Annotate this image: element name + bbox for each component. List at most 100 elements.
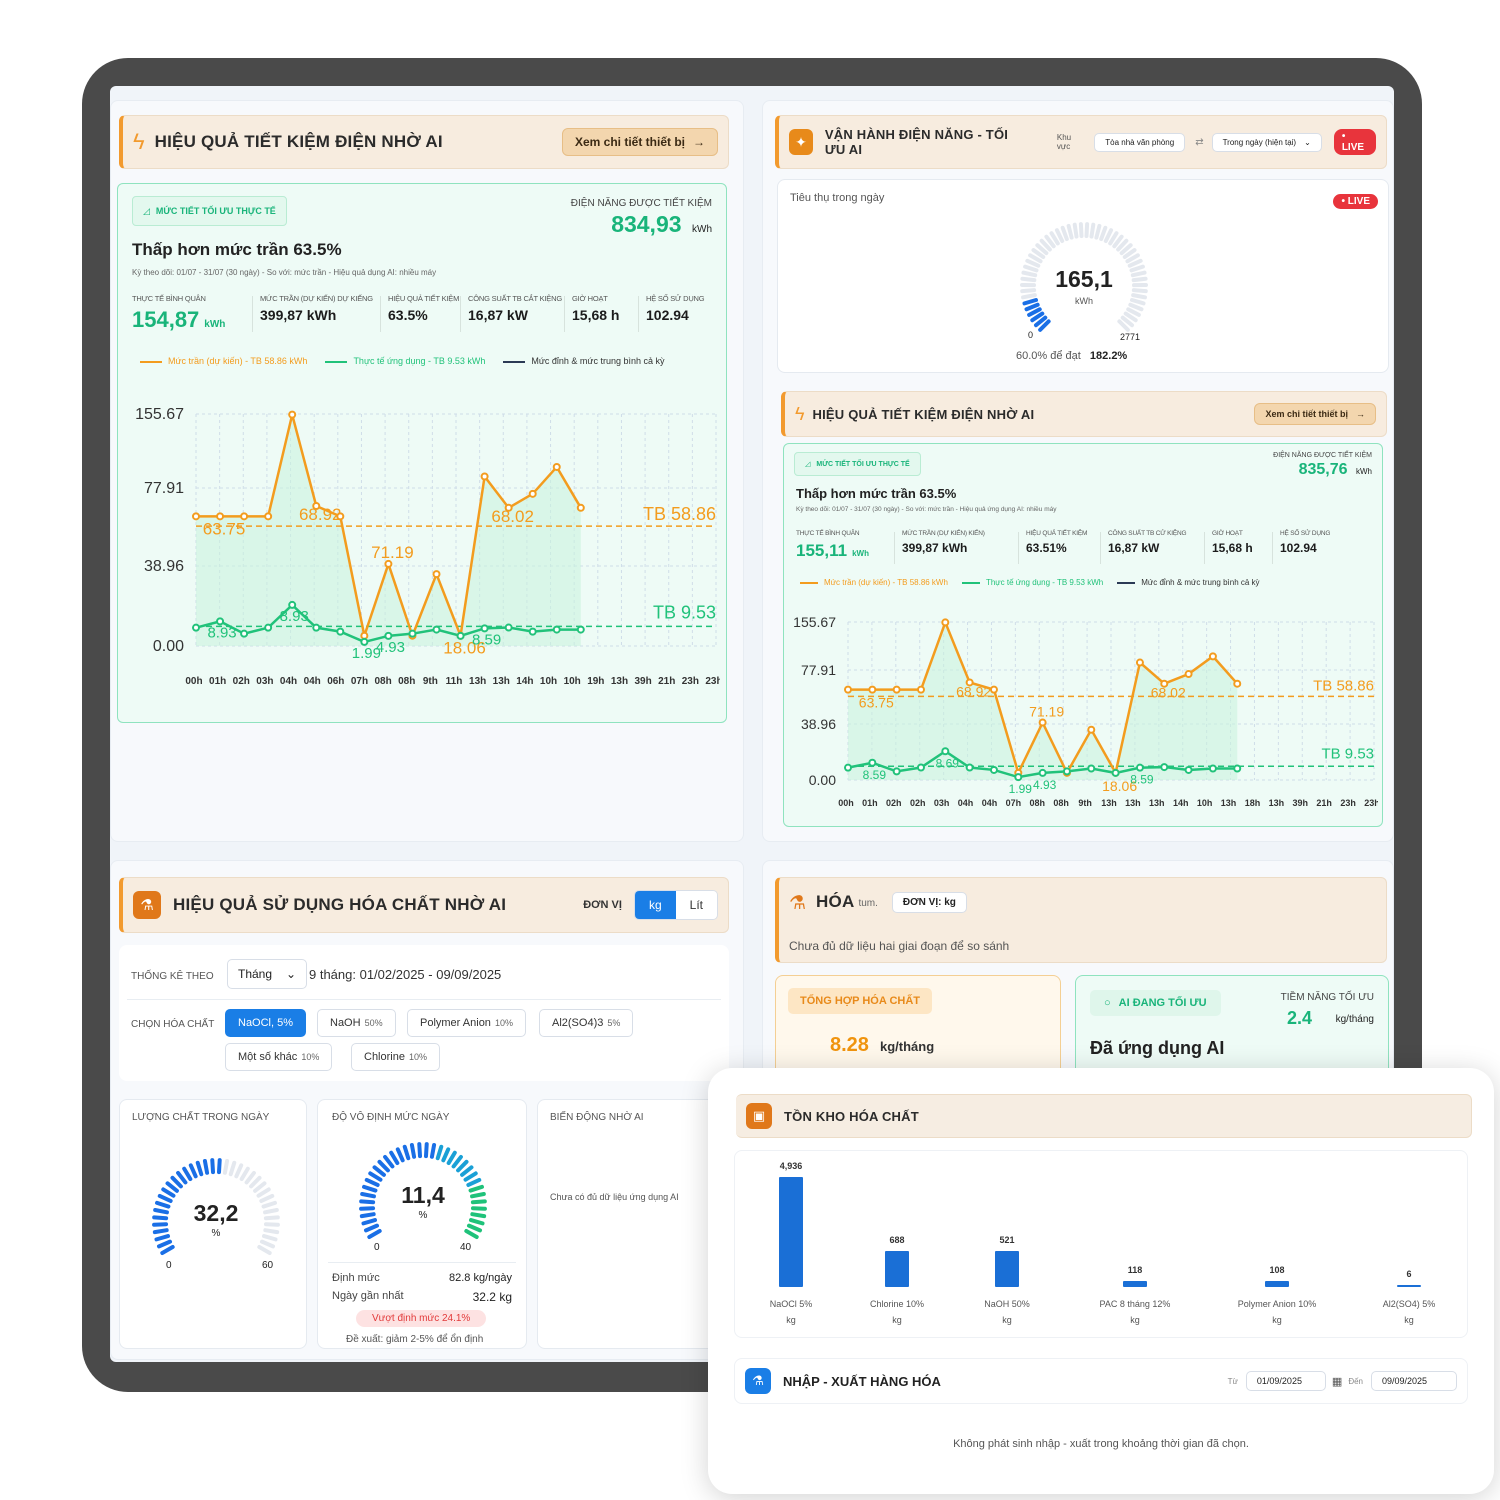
headline: Thấp hơn mức trần 63.5%	[132, 240, 342, 259]
potential-unit: kg/tháng	[1335, 1014, 1374, 1025]
bar-unit-label: kg	[1130, 1315, 1140, 1325]
stat-value: 63.51%	[1026, 541, 1067, 555]
bar-unit-label: kg	[1002, 1315, 1012, 1325]
gauge-tick	[176, 1170, 188, 1185]
gauge-tick	[1030, 311, 1045, 323]
chemical-chip-other[interactable]: Một số khác 10%	[225, 1043, 333, 1071]
actual-point	[1111, 768, 1120, 777]
inventory-bar	[995, 1251, 1019, 1287]
divider	[638, 296, 639, 332]
gauge-tick	[249, 1175, 262, 1189]
x-tick-label: 23h	[1340, 798, 1356, 808]
x-tick-label: 02h	[910, 798, 926, 808]
gauge-tick	[466, 1223, 483, 1233]
ceiling-point	[868, 685, 877, 694]
stat-value: 16,87 kW	[1108, 541, 1160, 555]
actual-point	[216, 617, 225, 626]
to-date-input[interactable]: 09/09/2025	[1371, 1371, 1457, 1391]
chemical-chip-al2so4[interactable]: Al2(SO4)3 5%	[539, 1009, 634, 1037]
actual-point	[552, 625, 561, 634]
ceiling-value-label: 71.19	[1029, 704, 1064, 720]
gauge-tick	[152, 1222, 169, 1227]
gauge-tick	[1099, 225, 1108, 242]
ceiling-point	[1135, 658, 1144, 667]
unit-kg-button[interactable]: kg	[634, 891, 676, 919]
ceiling-value-label: 68.02	[491, 507, 534, 526]
gauge-tick	[1131, 276, 1148, 283]
gauge-tick	[1122, 248, 1137, 260]
gauge-tick	[1131, 293, 1147, 300]
chemical-chip-naocl[interactable]: NaOCl, 5%	[225, 1009, 307, 1037]
chemical-chip-naoh[interactable]: NaOH 50%	[317, 1009, 396, 1037]
gauge-tick	[377, 1159, 390, 1173]
y-tick-label: 77.91	[801, 662, 836, 678]
panel-title: HÓA	[816, 892, 855, 911]
badge-label: MỨC TIẾT TỐI ƯU THỰC TẾ	[816, 460, 910, 468]
bar-value-label: 6	[1406, 1269, 1411, 1279]
gauge-value: 32,2	[193, 1200, 239, 1226]
view-device-detail-button[interactable]: Xem chi tiết thiết bị →	[561, 128, 718, 156]
stat-label: GIỜ HOẠT	[1212, 530, 1243, 537]
actual-point	[240, 629, 249, 638]
actual-point	[384, 631, 393, 640]
gauge-tick	[1130, 270, 1147, 278]
actual-value-label: 4.93	[1033, 778, 1057, 792]
stat-value: 155,11	[796, 541, 848, 560]
area-select[interactable]: Tòa nhà văn phòng	[1094, 132, 1186, 152]
daily-amount-card: LƯỢNG CHẤT TRONG NGÀY 32,2 % 0 60	[119, 1099, 307, 1349]
unit-lit-button[interactable]: Lít	[675, 891, 717, 919]
period-type-select[interactable]: Tháng ⌄	[227, 959, 308, 989]
gauge-tick	[195, 1160, 204, 1177]
gauge-value: 11,4	[401, 1182, 445, 1208]
stat-item: MỨC TRẦN (DỰ KIẾN) DỰ KIẾNG 399,87 kWh	[260, 294, 373, 323]
x-tick-label: 39h	[634, 676, 651, 687]
period-select[interactable]: Trong ngày (hiện tại) ⌄	[1211, 132, 1322, 152]
x-tick-label: 39h	[1293, 798, 1309, 808]
bar-value-label: 4,936	[780, 1161, 803, 1171]
gauge-tick	[1120, 315, 1135, 328]
gauge-tick	[1112, 234, 1124, 249]
circle-icon: ○	[1104, 997, 1111, 1009]
x-tick-label: 14h	[1173, 798, 1189, 808]
x-tick-label: 03h	[256, 676, 273, 687]
gauge-tick	[154, 1234, 171, 1242]
avg-label-actual: TB 9.53	[1321, 745, 1374, 762]
view-device-detail-button[interactable]: Xem chi tiết thiết bị →	[1254, 403, 1376, 425]
x-tick-label: 10h	[540, 676, 557, 687]
gauge-tick	[263, 1222, 280, 1227]
gauge-tick	[1028, 253, 1043, 264]
optimal-level-badge: ◿ MỨC TIẾT TỐI ƯU THỰC TẾ	[794, 452, 921, 476]
ceiling-point	[576, 503, 585, 512]
bar-value-label: 688	[889, 1235, 904, 1245]
calendar-icon[interactable]: ▦	[1331, 1375, 1343, 1388]
x-tick-label: 02h	[886, 798, 902, 808]
gauge-unit: %	[211, 1228, 221, 1239]
from-date-input[interactable]: 01/09/2025	[1245, 1371, 1326, 1391]
ceiling-point	[552, 462, 561, 471]
gauge-tick	[359, 1199, 376, 1205]
chip-label: Al2(SO4)3	[552, 1017, 604, 1029]
gauge-tick	[389, 1150, 400, 1166]
gauge-tick	[234, 1163, 244, 1179]
ceiling-area	[848, 622, 1238, 780]
gauge-tick	[1125, 253, 1140, 264]
gauge-tick	[359, 1206, 376, 1211]
chemical-chip-polymer[interactable]: Polymer Anion 10%	[407, 1009, 526, 1037]
period-subtitle: Kỳ theo dõi: 01/07 - 31/07 (30 ngày) - S…	[796, 506, 1057, 513]
gauge-tick	[216, 1158, 222, 1175]
x-tick-label: 08h	[374, 676, 391, 687]
ceiling-point	[941, 618, 950, 627]
ceiling-value-label: 18.06	[443, 639, 486, 658]
gauge-tick	[463, 1171, 478, 1182]
efficiency-card-right: ◿ MỨC TIẾT TỐI ƯU THỰC TẾ ĐIỆN NĂNG ĐƯỢC…	[783, 443, 1383, 827]
x-tick-label: 11h	[446, 676, 463, 687]
avg-label-ceiling: TB 58.86	[1313, 677, 1374, 694]
x-tick-label: 03h	[934, 798, 950, 808]
unit-button[interactable]: ĐƠN VỊ: kg	[891, 892, 967, 913]
area-label: Khu vực	[1056, 133, 1072, 151]
legend-ceiling: Mức trần (dự kiến) - TB 58.86 kWh	[140, 356, 307, 366]
gauge-tick	[1021, 270, 1038, 278]
divider	[252, 296, 253, 332]
chemical-chip-chlorine[interactable]: Chlorine 10%	[351, 1043, 440, 1071]
bar-category-label: Al2(SO4) 5%	[1383, 1299, 1436, 1309]
